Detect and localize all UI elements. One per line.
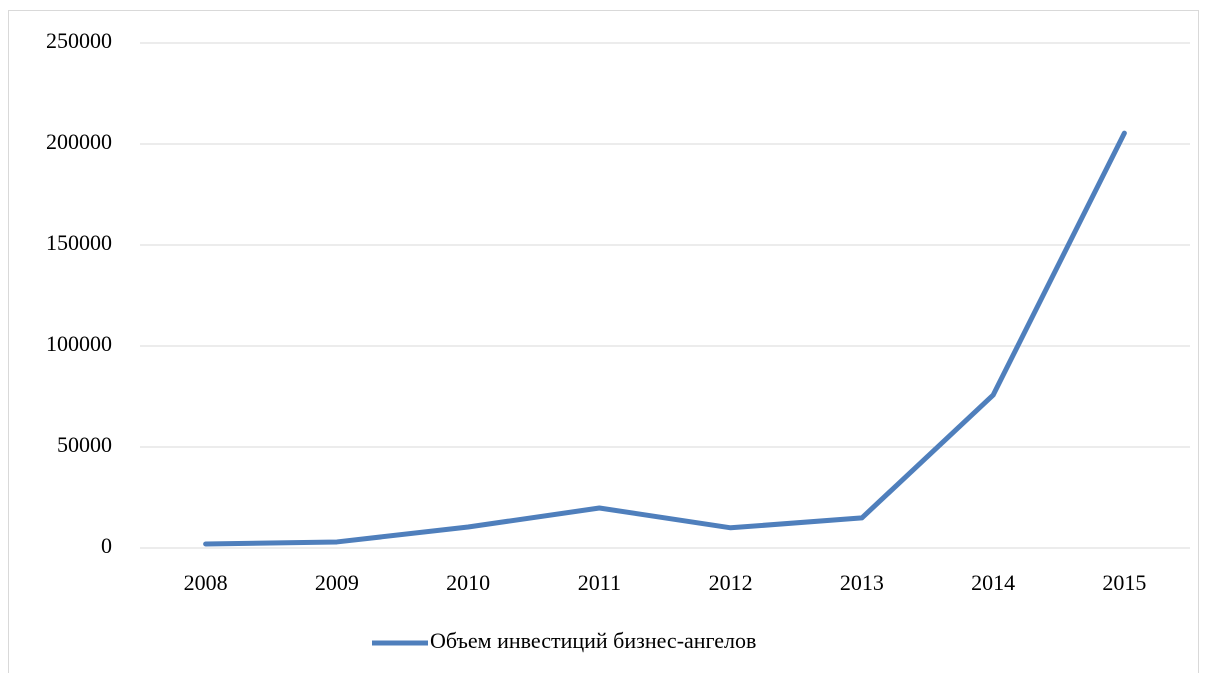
x-tick-label: 2010 <box>446 570 490 595</box>
x-tick-label: 2009 <box>315 570 359 595</box>
y-tick-label: 150000 <box>46 230 112 255</box>
x-tick-label: 2012 <box>709 570 753 595</box>
series-line <box>203 130 1127 547</box>
y-tick-label: 100000 <box>46 331 112 356</box>
x-tick-label: 2013 <box>840 570 884 595</box>
legend-label: Объем инвестиций бизнес-ангелов <box>430 628 756 653</box>
y-tick-label: 250000 <box>46 28 112 53</box>
y-tick-label: 0 <box>101 533 112 558</box>
x-tick-label: 2015 <box>1102 570 1146 595</box>
x-tick-label: 2014 <box>971 570 1015 595</box>
y-tick-label: 200000 <box>46 129 112 154</box>
x-tick-label: 2008 <box>184 570 228 595</box>
x-tick-label: 2011 <box>578 570 621 595</box>
y-tick-label: 50000 <box>57 432 112 457</box>
chart-frame <box>8 10 1199 673</box>
